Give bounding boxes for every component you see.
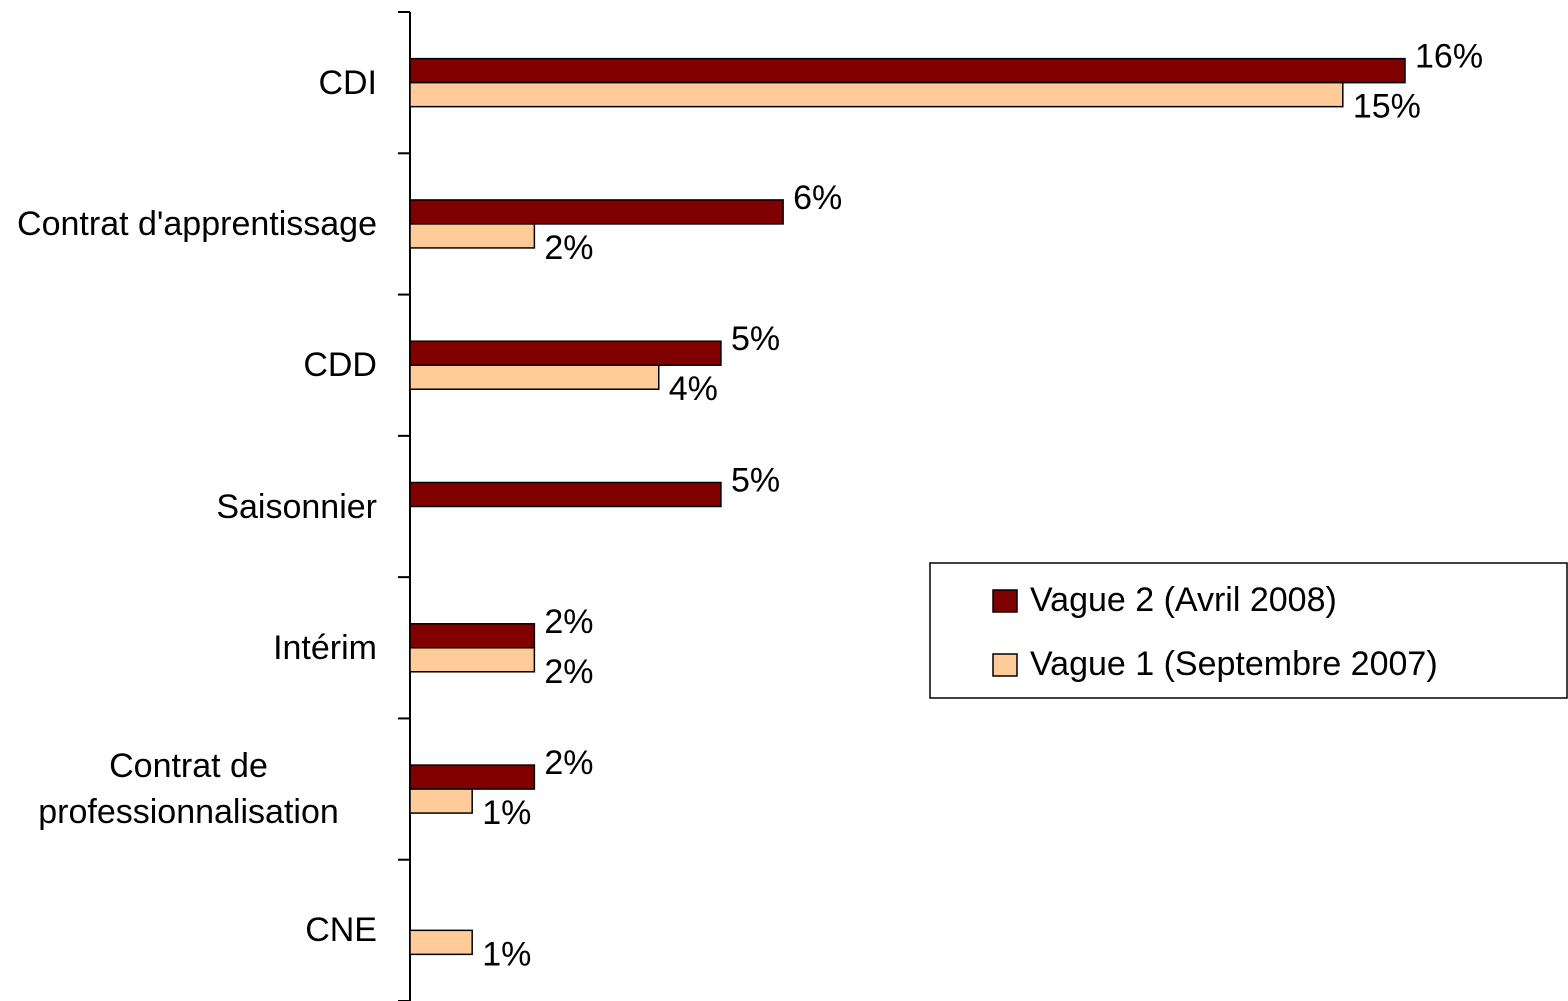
value-label: 5% xyxy=(731,320,780,358)
bar xyxy=(409,929,473,956)
bar xyxy=(409,364,660,390)
value-label: 5% xyxy=(731,461,780,499)
legend-box xyxy=(929,562,1568,699)
legend-label: Vague 1 (Septembre 2007) xyxy=(1030,645,1438,683)
value-label: 6% xyxy=(793,179,842,217)
value-label: 15% xyxy=(1353,88,1421,126)
legend-swatch xyxy=(992,653,1018,677)
y-tick-label: Contrat d'apprentissage xyxy=(17,204,377,243)
value-label: 4% xyxy=(669,370,718,408)
bar xyxy=(409,340,722,366)
bar xyxy=(409,57,1406,84)
legend-label: Vague 2 (Avril 2008) xyxy=(1030,581,1337,619)
y-tick-label: CNE xyxy=(305,911,377,950)
y-tick-label: Intérim xyxy=(273,628,377,667)
bar xyxy=(409,481,722,508)
bar xyxy=(409,647,536,673)
y-tick-label: CDD xyxy=(303,346,377,385)
value-label: 1% xyxy=(482,794,531,832)
bar xyxy=(409,81,1344,108)
value-label: 2% xyxy=(544,603,593,641)
bar xyxy=(409,223,536,249)
value-label: 1% xyxy=(482,935,531,973)
bar xyxy=(409,764,536,790)
bar xyxy=(409,199,784,225)
value-label: 16% xyxy=(1415,38,1483,76)
value-label: 2% xyxy=(544,229,593,267)
bar xyxy=(409,788,473,814)
bar xyxy=(409,623,536,649)
legend-swatch xyxy=(992,589,1018,613)
y-tick-label: Saisonnier xyxy=(216,487,377,526)
y-tick-label: Contrat de professionnalisation xyxy=(38,747,339,832)
value-label: 2% xyxy=(544,653,593,691)
value-label: 2% xyxy=(544,744,593,782)
y-tick-label: CDI xyxy=(318,63,377,102)
